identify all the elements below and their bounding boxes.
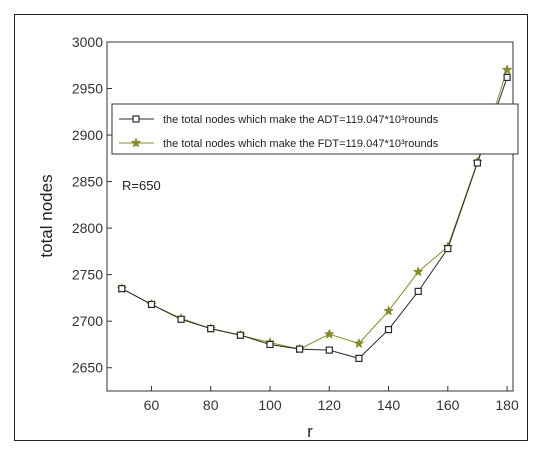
data-point-adt bbox=[503, 73, 511, 82]
data-point-adt bbox=[147, 300, 156, 308]
y-tick-label: 3000 bbox=[72, 34, 103, 50]
legend-star-shape bbox=[130, 137, 142, 148]
y-tick-label: 2900 bbox=[72, 127, 103, 143]
data-point-adt bbox=[473, 159, 481, 167]
data-point-adt bbox=[414, 287, 422, 295]
legend-marker-fdt bbox=[130, 137, 142, 148]
series-layer bbox=[116, 64, 513, 362]
y-tick-label: 2750 bbox=[72, 267, 103, 283]
data-point-adt bbox=[236, 331, 244, 339]
data-point-fdt bbox=[383, 305, 394, 316]
data-point-adt bbox=[444, 245, 452, 253]
legend: the total nodes which make the ADT=119.0… bbox=[111, 103, 519, 155]
data-point-adt bbox=[118, 285, 126, 293]
y-axis-title: total nodes bbox=[37, 174, 56, 257]
data-point-adt bbox=[355, 354, 363, 362]
series-line-fdt bbox=[121, 69, 508, 350]
x-tick-label: 100 bbox=[258, 397, 282, 413]
data-point-adt bbox=[296, 345, 304, 353]
plot-area bbox=[106, 41, 514, 392]
y-tick-label: 2950 bbox=[72, 81, 103, 97]
y-tick-label: 2700 bbox=[72, 313, 103, 329]
x-tick-label: 120 bbox=[318, 397, 342, 413]
y-tick-label: 2800 bbox=[72, 220, 103, 236]
x-tick-label: 140 bbox=[377, 397, 401, 413]
x-tick-label: 80 bbox=[203, 397, 219, 413]
x-tick-label: 160 bbox=[436, 397, 460, 413]
legend-label-fdt: the total nodes which make the FDT=119.0… bbox=[163, 138, 439, 150]
figure-frame bbox=[14, 14, 528, 441]
data-point-fdt bbox=[323, 328, 335, 339]
data-point-adt bbox=[384, 326, 393, 334]
data-point-adt bbox=[207, 325, 215, 333]
data-point-adt bbox=[266, 340, 274, 349]
data-point-fdt bbox=[501, 64, 513, 75]
legend-label-adt: the total nodes which make the ADT=119.0… bbox=[163, 114, 439, 126]
data-point-adt bbox=[177, 315, 185, 323]
legend-marker-adt bbox=[132, 115, 140, 123]
data-point-fdt bbox=[353, 337, 365, 349]
y-tick-label: 2650 bbox=[72, 360, 103, 376]
y-tick-label: 2850 bbox=[72, 174, 103, 190]
x-tick-label: 180 bbox=[495, 397, 519, 413]
series-line-adt bbox=[121, 77, 508, 359]
y-axis: 2650 2700 2750 2800 2850 2900 2950 3000 bbox=[72, 34, 112, 376]
annotation-r-value: R=650 bbox=[122, 178, 161, 193]
x-tick-label: 60 bbox=[144, 397, 160, 413]
x-axis-title: r bbox=[307, 422, 313, 441]
data-point-fdt bbox=[412, 266, 424, 277]
data-point-adt bbox=[325, 346, 333, 354]
x-axis: 60 80 100 120 140 160 180 bbox=[144, 386, 519, 413]
legend-box bbox=[111, 103, 519, 155]
